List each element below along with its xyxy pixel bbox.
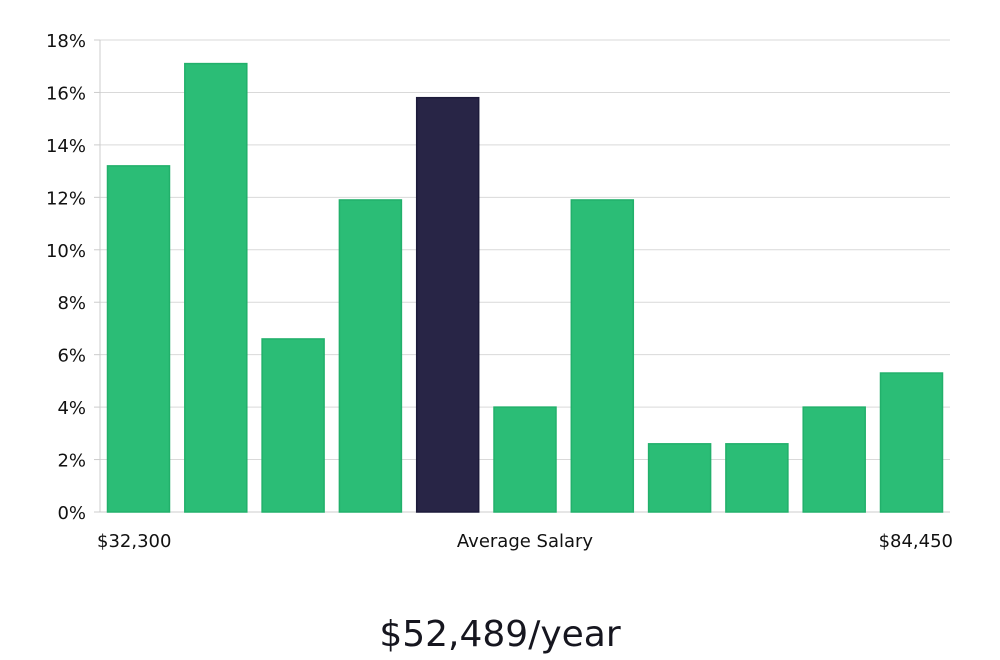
y-tick-label: 4%	[57, 398, 86, 419]
bar	[184, 62, 248, 513]
y-tick-label: 8%	[57, 293, 86, 314]
y-tick-label: 2%	[57, 451, 86, 472]
y-tick-label: 16%	[46, 83, 86, 104]
y-tick-label: 0%	[57, 503, 86, 524]
bars	[106, 62, 944, 513]
bar	[493, 406, 557, 513]
y-tick-label: 10%	[46, 241, 86, 262]
y-tick-label: 12%	[46, 188, 86, 209]
salary-distribution-chart: 0% 2% 4% 6% 8% 10% 12% 14% 16% 18% $32,300 Averag…	[46, 31, 953, 552]
y-tick-label: 14%	[46, 136, 86, 157]
y-tick-labels: 0% 2% 4% 6% 8% 10% 12% 14% 16% 18%	[46, 31, 86, 524]
bar	[879, 372, 944, 513]
bar	[106, 165, 171, 513]
x-label-center: Average Salary	[457, 531, 594, 552]
bar	[725, 443, 789, 513]
average-salary-value: $52,489/year	[379, 614, 621, 655]
x-labels: $32,300 Average Salary $84,450	[97, 531, 953, 552]
y-tick-label: 6%	[57, 346, 86, 367]
y-tick-label: 18%	[46, 31, 86, 52]
bar	[802, 406, 866, 513]
bar	[647, 443, 712, 513]
bar-highlighted	[415, 96, 480, 513]
x-label-min: $32,300	[97, 531, 171, 552]
bar	[261, 338, 325, 513]
x-label-max: $84,450	[879, 531, 953, 552]
bar	[338, 199, 403, 513]
bar	[570, 199, 635, 513]
